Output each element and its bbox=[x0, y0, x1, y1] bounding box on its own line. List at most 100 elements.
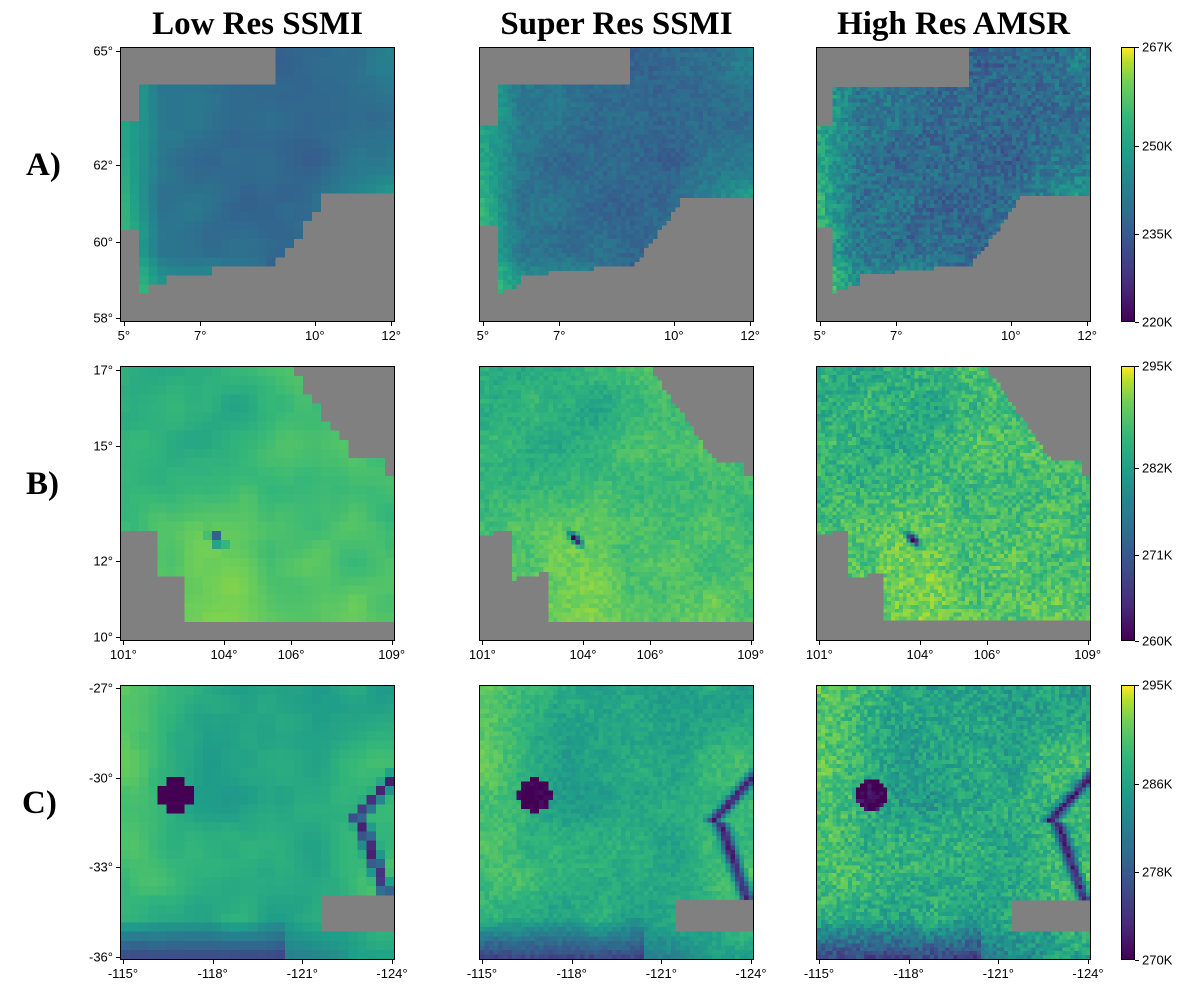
x-tick-mark bbox=[1087, 322, 1089, 326]
x-tick-mark bbox=[122, 960, 124, 964]
x-tick-mark bbox=[482, 641, 484, 645]
x-tick-mark bbox=[987, 641, 989, 645]
column-title-1: Low Res SSMI bbox=[152, 6, 363, 42]
column-title-3: High Res AMSR bbox=[837, 6, 1070, 42]
x-tick-label: -124° bbox=[1072, 966, 1104, 981]
heatmap-image bbox=[121, 367, 394, 640]
x-tick-label: -121° bbox=[286, 966, 318, 981]
colorbar-tick-mark bbox=[1135, 685, 1139, 686]
colorbar-tick-mark bbox=[1135, 47, 1139, 48]
x-tick-mark bbox=[1087, 641, 1089, 645]
heatmap-image bbox=[817, 686, 1090, 959]
x-tick-label: 106° bbox=[973, 647, 1001, 662]
x-tick-label: -124° bbox=[735, 966, 767, 981]
x-tick-label: -118° bbox=[893, 966, 924, 981]
colorbar-tick-label: 250K bbox=[1142, 138, 1173, 154]
heatmap-panel-r1-c1 bbox=[120, 47, 395, 322]
x-tick-label: 104° bbox=[210, 647, 238, 662]
y-tick-mark bbox=[116, 637, 120, 639]
heatmap-panel-r1-c3 bbox=[816, 47, 1091, 322]
x-tick-label: 104° bbox=[569, 647, 597, 662]
heatmap-image bbox=[480, 367, 753, 640]
heatmap-panel-r2-c1 bbox=[120, 366, 395, 641]
colorbar-tick-label: 286K bbox=[1142, 776, 1173, 792]
x-tick-label: 101° bbox=[468, 647, 496, 662]
heatmap-panel-r1-c2 bbox=[479, 47, 754, 322]
colorbar-tick-label: 260K bbox=[1142, 633, 1173, 649]
y-tick-mark bbox=[116, 446, 120, 448]
x-tick-mark bbox=[661, 960, 663, 964]
x-tick-label: 10° bbox=[1000, 328, 1021, 343]
y-tick-label: 12° bbox=[93, 553, 113, 569]
colorbar-tick-mark bbox=[1135, 960, 1139, 961]
x-tick-mark bbox=[998, 960, 1000, 964]
colorbar-tick-label: 295K bbox=[1142, 358, 1173, 374]
x-tick-mark bbox=[896, 322, 898, 326]
heatmap-image bbox=[480, 686, 753, 959]
heatmap-panel-r2-c2 bbox=[479, 366, 754, 641]
heatmap-panel-r2-c3 bbox=[816, 366, 1091, 641]
y-tick-label: 60° bbox=[93, 234, 113, 250]
y-tick-mark bbox=[116, 50, 120, 52]
x-tick-mark bbox=[1010, 322, 1012, 326]
y-tick-mark bbox=[116, 560, 120, 562]
heatmap-image bbox=[817, 48, 1090, 321]
y-tick-mark bbox=[116, 687, 120, 689]
y-tick-label: -27° bbox=[89, 680, 113, 696]
x-tick-label: 7° bbox=[193, 328, 207, 343]
x-tick-mark bbox=[481, 960, 483, 964]
colorbar-tick-label: 278K bbox=[1142, 864, 1173, 880]
colorbar-row-2 bbox=[1121, 366, 1135, 641]
x-tick-mark bbox=[819, 322, 821, 326]
x-tick-mark bbox=[559, 322, 561, 326]
x-tick-label: -118° bbox=[556, 966, 587, 981]
x-tick-mark bbox=[223, 641, 225, 645]
x-tick-mark bbox=[391, 641, 393, 645]
x-tick-label: 10° bbox=[663, 328, 684, 343]
y-tick-mark bbox=[116, 369, 120, 371]
x-tick-label: 109° bbox=[1074, 647, 1102, 662]
x-tick-mark bbox=[314, 322, 316, 326]
x-tick-mark bbox=[212, 960, 214, 964]
colorbar-tick-label: 235K bbox=[1142, 226, 1173, 242]
x-tick-mark bbox=[908, 960, 910, 964]
x-tick-mark bbox=[571, 960, 573, 964]
heatmap-panel-r3-c2 bbox=[479, 685, 754, 960]
heatmap-image bbox=[121, 48, 394, 321]
x-tick-mark bbox=[650, 641, 652, 645]
x-tick-label: 109° bbox=[378, 647, 406, 662]
colorbar-tick-mark bbox=[1135, 366, 1139, 367]
x-tick-label: 12° bbox=[740, 328, 761, 343]
row-label-a: A) bbox=[26, 147, 61, 183]
y-tick-label: -30° bbox=[89, 770, 113, 786]
colorbar-tick-label: 282K bbox=[1142, 460, 1173, 476]
y-tick-label: 10° bbox=[93, 629, 113, 645]
x-tick-mark bbox=[391, 322, 393, 326]
x-tick-label: 12° bbox=[1077, 328, 1098, 343]
x-tick-label: 106° bbox=[636, 647, 664, 662]
x-tick-label: -115° bbox=[803, 966, 835, 981]
colorbar-row-3 bbox=[1121, 685, 1135, 960]
y-tick-mark bbox=[116, 957, 120, 958]
x-tick-label: 12° bbox=[381, 328, 402, 343]
x-tick-mark bbox=[673, 322, 675, 326]
x-tick-mark bbox=[302, 960, 304, 964]
column-title-2: Super Res SSMI bbox=[500, 6, 733, 42]
y-tick-label: 65° bbox=[93, 43, 113, 59]
x-tick-label: 5° bbox=[117, 328, 131, 343]
row-label-c: C) bbox=[22, 785, 57, 821]
x-tick-mark bbox=[751, 960, 752, 964]
x-tick-mark bbox=[200, 322, 202, 326]
colorbar-tick-mark bbox=[1135, 872, 1139, 873]
colorbar-tick-label: 295K bbox=[1142, 677, 1173, 693]
y-tick-label: 17° bbox=[93, 362, 113, 378]
x-tick-label: 7° bbox=[552, 328, 566, 343]
y-tick-mark bbox=[116, 318, 120, 320]
colorbar-tick-mark bbox=[1135, 554, 1139, 556]
x-tick-mark bbox=[819, 641, 821, 645]
y-tick-label: 58° bbox=[93, 310, 113, 326]
x-tick-label: 7° bbox=[889, 328, 903, 343]
heatmap-image bbox=[480, 48, 753, 321]
y-tick-label: -33° bbox=[89, 859, 113, 875]
colorbar-tick-mark bbox=[1135, 784, 1139, 785]
